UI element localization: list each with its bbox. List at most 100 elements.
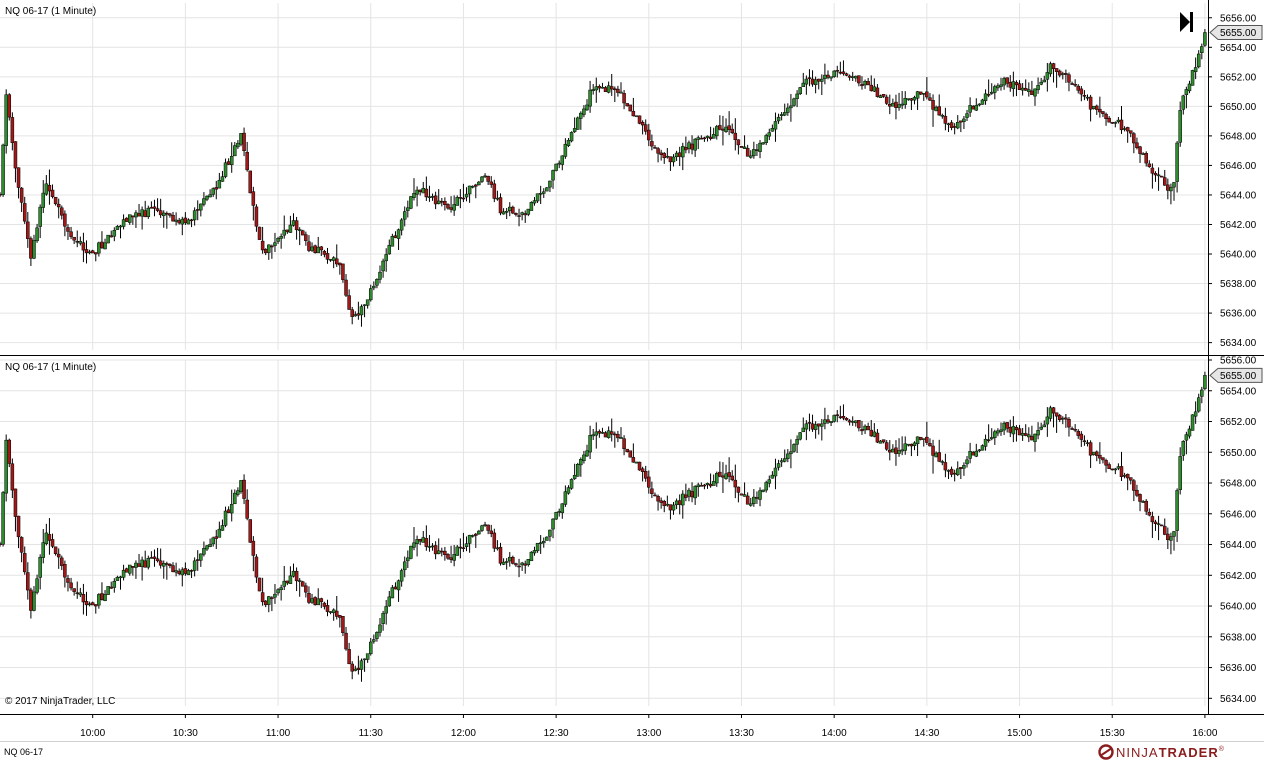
candle-body xyxy=(242,479,246,499)
candle-body xyxy=(461,197,466,200)
candle-body xyxy=(1061,417,1065,420)
scroll-to-end-icon[interactable] xyxy=(1180,12,1193,32)
candle-body xyxy=(270,245,274,248)
candle-body xyxy=(347,295,351,310)
candle-body xyxy=(1045,72,1050,80)
candle-body xyxy=(35,578,39,593)
candle xyxy=(807,413,812,432)
candle-body xyxy=(402,561,407,571)
candle xyxy=(406,550,410,568)
candle-body xyxy=(1187,83,1192,92)
x-tick-label: 11:30 xyxy=(359,728,384,739)
candle xyxy=(1045,407,1050,437)
candle-body xyxy=(1082,95,1087,97)
candle-body xyxy=(143,560,147,568)
candle xyxy=(1057,413,1062,422)
candle xyxy=(276,236,280,244)
y-tick-label: 5656.00 xyxy=(1220,356,1257,367)
candle-body xyxy=(220,525,225,531)
candle xyxy=(375,278,379,289)
candle-body xyxy=(1011,81,1016,90)
candle xyxy=(653,144,657,149)
candle-body xyxy=(801,82,806,87)
candle-body xyxy=(87,603,92,606)
candle-body xyxy=(1073,84,1077,86)
candle xyxy=(529,551,534,562)
candle-body xyxy=(202,198,206,205)
candle-body xyxy=(770,128,775,132)
candle-body xyxy=(572,474,577,479)
candle-body xyxy=(835,414,840,416)
candle-body xyxy=(47,534,52,541)
candle xyxy=(928,438,932,447)
candle-body xyxy=(288,575,293,584)
candle-body xyxy=(860,84,864,87)
candle-body xyxy=(721,475,725,478)
candle-body xyxy=(458,546,463,549)
candle xyxy=(832,414,836,423)
candle xyxy=(1070,426,1074,431)
candle xyxy=(1101,457,1105,464)
candle-body xyxy=(863,425,867,431)
candle-body xyxy=(782,458,787,462)
candle xyxy=(464,187,469,202)
candle-body xyxy=(792,444,796,452)
candle-body xyxy=(297,580,302,582)
candle xyxy=(1057,69,1062,78)
candle-body xyxy=(165,212,169,215)
candle-body xyxy=(84,601,89,606)
candle xyxy=(78,587,83,598)
candle-body xyxy=(325,605,330,612)
candle-body xyxy=(174,219,178,222)
candle-body xyxy=(786,107,790,113)
candle xyxy=(1175,141,1179,193)
candle xyxy=(1107,462,1111,470)
candle xyxy=(881,439,886,444)
candle xyxy=(121,214,126,230)
candle xyxy=(980,444,985,451)
candle-body xyxy=(968,105,972,113)
candle xyxy=(511,555,515,565)
candle-body xyxy=(233,492,237,505)
candle xyxy=(579,111,583,130)
candle xyxy=(372,634,376,644)
candle xyxy=(16,167,21,199)
candle-body xyxy=(501,211,506,215)
candle xyxy=(1039,77,1043,86)
candle-body xyxy=(32,240,36,259)
candle-body xyxy=(863,80,867,86)
candle-body xyxy=(217,528,222,538)
candle-body xyxy=(1116,466,1121,469)
candle-body xyxy=(943,115,948,124)
candle-body xyxy=(1125,127,1130,132)
candle-body xyxy=(489,530,493,534)
candle xyxy=(399,568,404,587)
y-tick-label: 5648.00 xyxy=(1220,479,1257,490)
candle-body xyxy=(647,129,651,141)
candle xyxy=(1070,81,1074,86)
y-tick-label: 5654.00 xyxy=(1220,43,1257,54)
candle xyxy=(409,196,413,210)
candle xyxy=(897,438,901,457)
candle-body xyxy=(557,162,561,165)
candle xyxy=(813,76,818,94)
x-tick-label: 15:30 xyxy=(1100,728,1125,739)
candle-body xyxy=(331,609,336,614)
candle xyxy=(211,536,215,547)
instrument-tab[interactable]: NQ 06-17 xyxy=(4,747,43,757)
candle xyxy=(208,189,212,198)
candle xyxy=(84,591,89,616)
candle-body xyxy=(551,518,555,530)
candle xyxy=(940,459,945,466)
candle-body xyxy=(1098,454,1102,459)
candle-body xyxy=(613,88,617,91)
candle-body xyxy=(353,314,358,317)
candle xyxy=(526,559,531,567)
candle xyxy=(579,457,583,477)
candle-body xyxy=(884,442,889,450)
candle-body xyxy=(931,100,935,110)
candle xyxy=(511,205,515,215)
candle xyxy=(84,240,89,264)
candle-body xyxy=(965,113,969,118)
candle xyxy=(622,89,626,110)
